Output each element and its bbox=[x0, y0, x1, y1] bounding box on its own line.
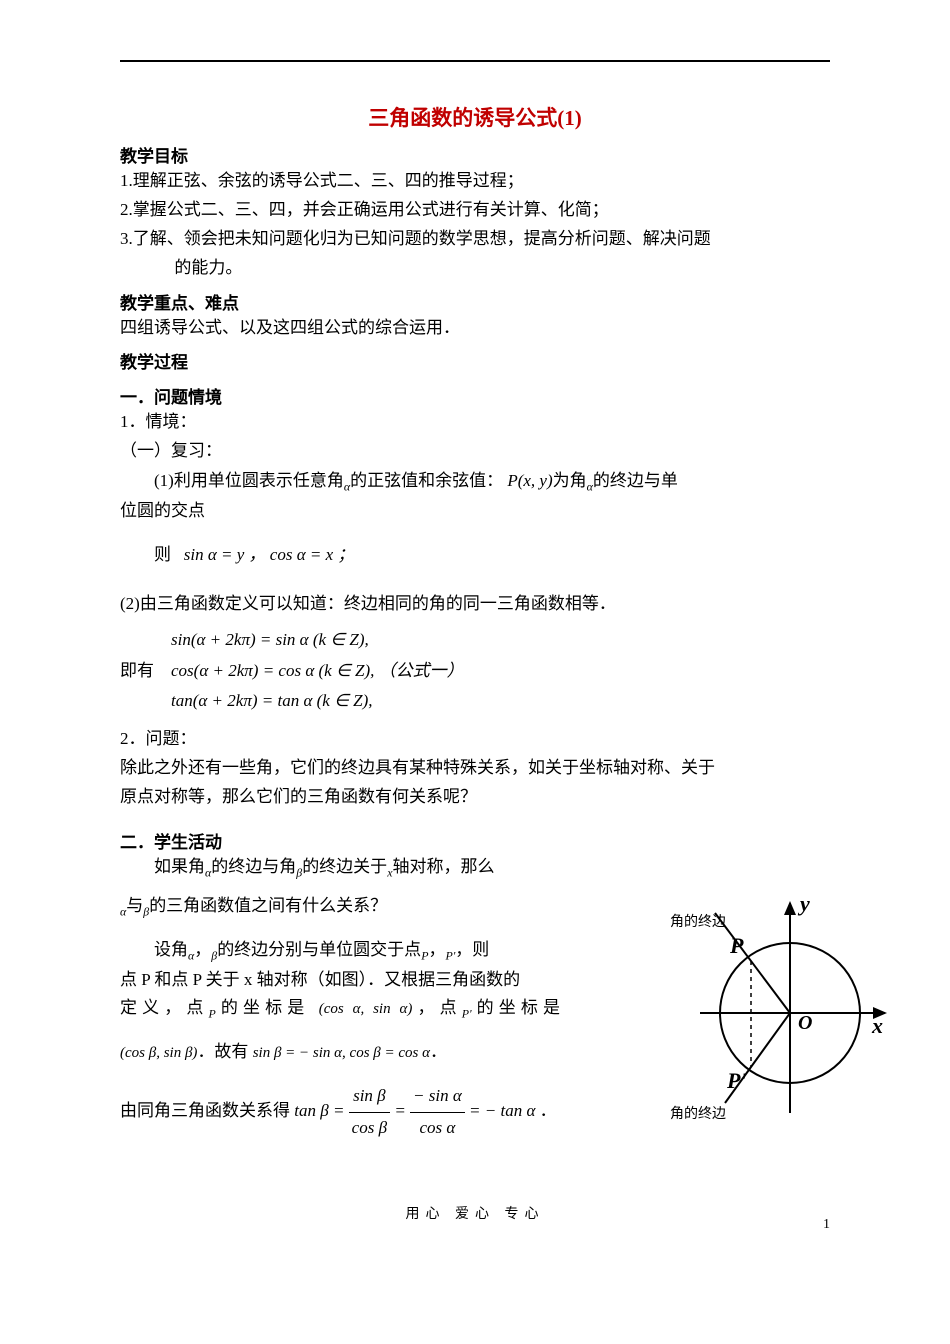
situation-label: 1．情境： bbox=[120, 408, 830, 437]
activity-line: 如果角α的终边与角β的终边关于x轴对称，那么 bbox=[120, 853, 830, 883]
text: 的正弦值和余弦值： bbox=[350, 471, 503, 490]
page-title: 三角函数的诱导公式(1) bbox=[120, 102, 830, 132]
footer-motto: 用心 爱心 专心 bbox=[120, 1203, 830, 1223]
formula-sin: sin(α + 2kπ) = sin α (k ∈ Z), bbox=[171, 625, 464, 656]
review-label: （一）复习： bbox=[120, 437, 830, 466]
section-1-heading: 一．问题情境 bbox=[120, 383, 830, 408]
formula-block: 即有 sin(α + 2kπ) = sin α (k ∈ Z), cos(α +… bbox=[120, 625, 830, 717]
label-terminal-lower: 角的终边 bbox=[670, 1106, 726, 1122]
text: 的坐标是 bbox=[216, 998, 310, 1017]
text: 如果角 bbox=[154, 857, 205, 876]
text: ， bbox=[428, 940, 445, 959]
label-P-lower: P' bbox=[726, 1068, 747, 1093]
label-terminal-upper: 角的终边 bbox=[670, 914, 726, 930]
text: ．故有 bbox=[197, 1042, 248, 1061]
math-P2: P' bbox=[445, 948, 455, 962]
math-P2: P' bbox=[462, 1007, 472, 1021]
math-P: P bbox=[208, 1007, 215, 1021]
question-text: 原点对称等，那么它们的三角函数有何关系呢？ bbox=[120, 783, 830, 812]
label-y: y bbox=[797, 891, 810, 916]
label-O: O bbox=[798, 1012, 812, 1034]
question-text: 除此之外还有一些角，它们的终边具有某种特殊关系，如关于坐标轴对称、关于 bbox=[120, 754, 830, 783]
text: = − tan α bbox=[469, 1101, 535, 1120]
denominator: cos α bbox=[410, 1113, 465, 1144]
question-label: 2．问题： bbox=[120, 725, 830, 754]
activity-line: 点 P 和点 P 关于 x 轴对称（如图）．又根据三角函数的 bbox=[120, 966, 560, 995]
text: 设角 bbox=[154, 940, 188, 959]
denominator: cos β bbox=[349, 1113, 390, 1144]
document-page: 三角函数的诱导公式(1) 教学目标 1.理解正弦、余弦的诱导公式二、三、四的推导… bbox=[0, 0, 950, 1263]
goal-item: 3.了解、领会把未知问题化归为已知问题的数学思想，提高分析问题、解决问题 bbox=[120, 225, 830, 254]
goal-item: 1.理解正弦、余弦的诱导公式二、三、四的推导过程； bbox=[120, 167, 830, 196]
text: (1)利用单位圆表示任意角 bbox=[154, 471, 344, 490]
text: 的终边关于 bbox=[302, 857, 387, 876]
text: tan β = bbox=[294, 1101, 344, 1120]
top-rule bbox=[120, 60, 830, 62]
activity-block: 如果角α的终边与角β的终边关于x轴对称，那么 α与β的三角函数值之间有什么关系？… bbox=[120, 853, 830, 1144]
review-item-2: (2)由三角函数定义可以知道：终边相同的角的同一三角函数相等． bbox=[120, 590, 830, 619]
text: 的三角函数值之间有什么关系？ bbox=[149, 896, 387, 915]
text: ，点 bbox=[412, 998, 461, 1017]
math-coord-b: (cos β, sin β) bbox=[120, 1045, 197, 1061]
fraction: sin βcos β bbox=[349, 1081, 390, 1143]
fraction: − sin αcos α bbox=[410, 1081, 465, 1143]
formula-cos: cos(α + 2kπ) = cos α (k ∈ Z), （公式一） bbox=[171, 656, 464, 687]
text: 由同角三角函数关系得 bbox=[120, 1101, 290, 1120]
text: ． bbox=[430, 1042, 447, 1061]
math-sincos: sin α = y ， cos α = x ； bbox=[184, 545, 355, 564]
text: 定义，点 bbox=[120, 998, 208, 1017]
review-item-1-cont: 位圆的交点 bbox=[120, 497, 830, 526]
numerator: sin β bbox=[349, 1081, 390, 1113]
focus-heading: 教学重点、难点 bbox=[120, 289, 830, 314]
jiyou: 即有 bbox=[120, 657, 171, 686]
page-number: 1 bbox=[823, 1217, 830, 1233]
activity-line: 定义，点P的坐标是 (cos α, sin α)，点P'的坐标是 bbox=[120, 994, 560, 1024]
unit-circle-diagram: P P' O x y 角的终边 角的终边 bbox=[660, 883, 890, 1143]
text: 与 bbox=[126, 896, 143, 915]
goal-item: 2.掌握公式二、三、四，并会正确运用公式进行有关计算、化简； bbox=[120, 196, 830, 225]
label-P-upper: P bbox=[729, 933, 744, 958]
goal-heading: 教学目标 bbox=[120, 142, 830, 167]
math-tan: tan β = sin βcos β = − sin αcos α = − ta… bbox=[294, 1101, 539, 1120]
math-coord-a: (cos α, sin α) bbox=[319, 1001, 413, 1017]
text: 的终边与角 bbox=[211, 857, 296, 876]
then-line: 则 sin α = y ， cos α = x ； bbox=[120, 540, 830, 571]
activity-line: 设角α，β的终边分别与单位圆交于点P，P'，则 bbox=[120, 936, 574, 966]
text: 则 bbox=[154, 545, 171, 564]
formula-group: sin(α + 2kπ) = sin α (k ∈ Z), cos(α + 2k… bbox=[171, 625, 464, 717]
numerator: − sin α bbox=[410, 1081, 465, 1113]
text: 的终边分别与单位圆交于点 bbox=[217, 940, 421, 959]
text: = bbox=[394, 1101, 405, 1120]
text: ． bbox=[540, 1101, 557, 1120]
formula-tan: tan(α + 2kπ) = tan α (k ∈ Z), bbox=[171, 686, 464, 717]
text: ， bbox=[194, 940, 211, 959]
goal-item-cont: 的能力。 bbox=[120, 254, 830, 283]
process-heading: 教学过程 bbox=[120, 348, 830, 373]
text: 的终边与单 bbox=[593, 471, 678, 490]
math-P: P(x, y) bbox=[507, 471, 552, 490]
text: 为角 bbox=[553, 471, 587, 490]
review-item-1: (1)利用单位圆表示任意角α的正弦值和余弦值： P(x, y)为角α的终边与单 bbox=[120, 466, 830, 497]
focus-text: 四组诱导公式、以及这四组公式的综合运用． bbox=[120, 314, 830, 343]
text: 轴对称，那么 bbox=[392, 857, 494, 876]
math-rel: sin β = − sin α, cos β = cos α bbox=[253, 1045, 430, 1061]
label-x: x bbox=[871, 1013, 883, 1038]
section-2-heading: 二．学生活动 bbox=[120, 828, 830, 853]
text: 的坐标是 bbox=[472, 998, 560, 1017]
terminal-upper bbox=[715, 913, 790, 1013]
text: ，则 bbox=[455, 940, 489, 959]
